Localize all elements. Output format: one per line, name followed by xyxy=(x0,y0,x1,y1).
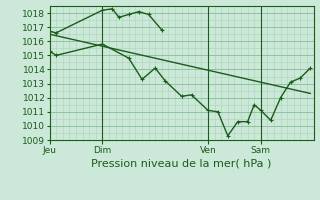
X-axis label: Pression niveau de la mer( hPa ): Pression niveau de la mer( hPa ) xyxy=(92,159,272,169)
